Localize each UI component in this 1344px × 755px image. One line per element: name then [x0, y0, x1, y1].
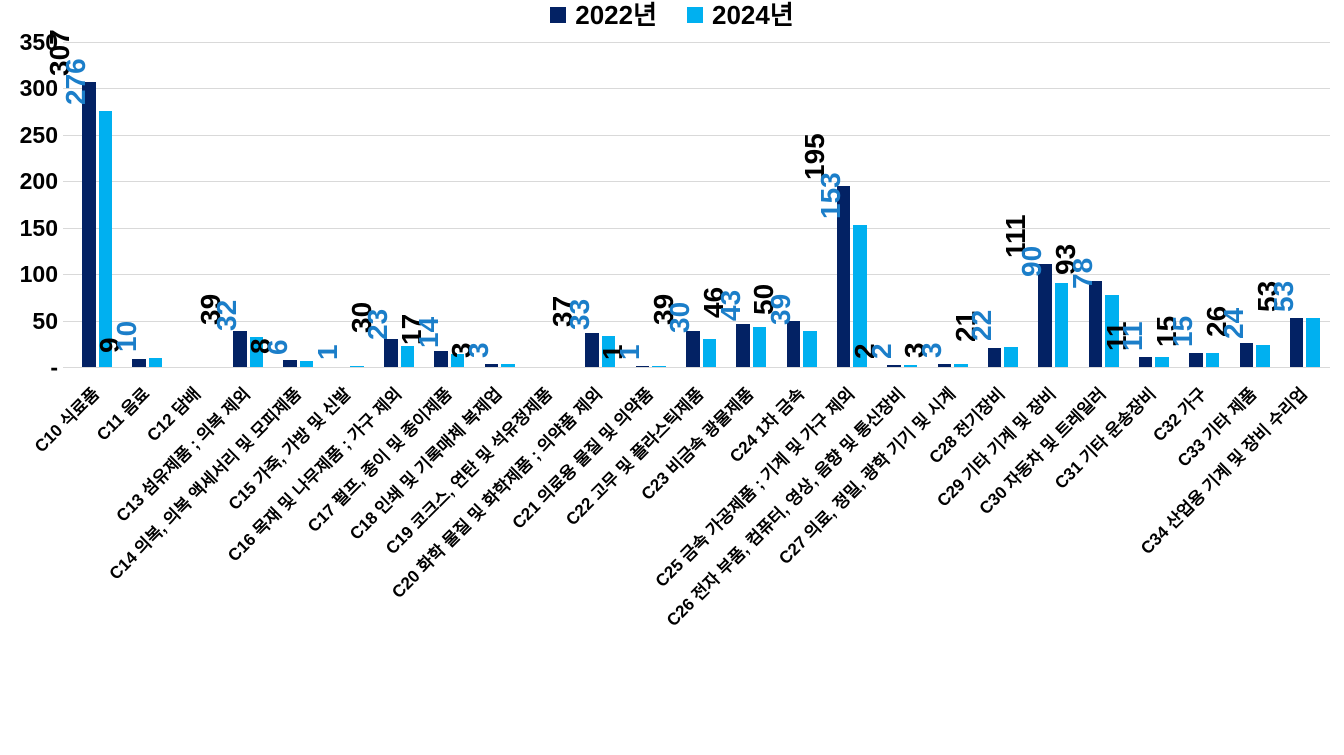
gridline	[63, 227, 1330, 229]
bar-2024년	[501, 364, 515, 367]
bar-2022년	[736, 324, 750, 367]
bar-2024년	[1004, 346, 1018, 367]
legend: 2022년 2024년	[0, 0, 1344, 30]
bar-2022년	[585, 332, 599, 367]
bar-2022년	[887, 365, 901, 367]
gridline	[63, 181, 1330, 183]
bar-2022년	[1038, 263, 1052, 367]
bar-2022년	[987, 347, 1002, 367]
bar-value-label: 10	[110, 320, 142, 352]
bar-value-label: 90	[1016, 246, 1048, 278]
legend-swatch-2024	[687, 7, 703, 23]
y-tick-label: 50	[32, 307, 58, 334]
bar-2022년	[283, 359, 297, 367]
bar-value-label: 22	[966, 309, 998, 341]
bar-value-label: 153	[815, 172, 847, 219]
gridline	[63, 42, 1330, 43]
legend-label-2022: 2022년	[575, 0, 657, 30]
bar-2024년	[954, 364, 968, 367]
bar-value-label: 32	[211, 300, 243, 332]
bar-2022년	[686, 330, 700, 367]
bar-value-label: 1	[312, 344, 343, 360]
bar-2022년	[132, 358, 146, 367]
gridline	[63, 320, 1330, 322]
gridline	[63, 88, 1330, 90]
bar-2022년	[1189, 353, 1203, 367]
y-tick-label: 300	[19, 75, 58, 102]
bar-2024년	[1306, 317, 1320, 367]
bar-2024년	[1054, 283, 1069, 367]
bar-2022년	[1239, 342, 1254, 367]
legend-item-2024: 2024년	[687, 0, 794, 30]
bar-2024년	[249, 337, 264, 367]
bar-2024년	[148, 357, 163, 367]
bar-2024년	[853, 224, 867, 367]
bar-value-label: 78	[1066, 257, 1098, 289]
bar-2024년	[601, 336, 616, 367]
y-tick-label: 250	[19, 121, 58, 148]
bar-value-label: 3	[462, 342, 494, 359]
bar-value-label: 15	[1167, 315, 1199, 348]
bar-2024년	[1155, 356, 1169, 367]
bar-2024년	[400, 345, 415, 367]
y-tick-label: 150	[19, 214, 58, 241]
bar-value-label: 14	[412, 316, 444, 348]
bar-2022년	[836, 185, 851, 367]
bar-2024년	[299, 361, 314, 367]
y-tick-label: 200	[19, 168, 58, 195]
bar-value-label: 30	[664, 301, 696, 334]
bar-2024년	[350, 366, 364, 367]
bar-value-label: 53	[1268, 280, 1300, 312]
bar-2024년	[803, 330, 817, 367]
bar-value-label: 2	[865, 343, 897, 360]
bar-value-label: 23	[362, 308, 394, 340]
bar-value-label: 43	[714, 289, 746, 322]
bar-2022년	[233, 330, 247, 367]
bar-value-label: 6	[261, 339, 293, 356]
bar-value-label: 39	[764, 293, 796, 325]
legend-swatch-2022	[550, 7, 567, 23]
bar-2022년	[937, 364, 952, 367]
bar-2022년	[384, 339, 398, 367]
bar-2022년	[635, 366, 650, 367]
bar-2024년	[652, 366, 666, 367]
bar-value-label: 276	[60, 57, 92, 105]
gridline	[63, 134, 1330, 136]
bar-2022년	[1138, 356, 1153, 367]
gridline	[63, 274, 1330, 276]
bar-2022년	[484, 364, 499, 367]
gridline	[63, 367, 1330, 368]
bar-2024년	[903, 365, 918, 367]
x-tick-label-text: C10 식료품	[31, 384, 104, 457]
bar-2024년	[98, 110, 113, 367]
bar-value-label: 33	[563, 299, 595, 331]
bar-value-label: 3	[915, 342, 947, 359]
bar-2024년	[1205, 353, 1220, 367]
bar-2022년	[1088, 280, 1103, 367]
bar-2024년	[450, 354, 465, 367]
legend-label-2024: 2024년	[712, 0, 794, 30]
bar-2022년	[786, 320, 801, 367]
bar-2022년	[434, 351, 448, 367]
y-tick-label: 350	[19, 29, 58, 55]
x-tick-label-text: C11 음료	[93, 384, 154, 445]
bar-2022년	[1289, 317, 1304, 367]
y-tick-label: 100	[19, 261, 58, 288]
legend-item-2022: 2022년	[550, 0, 657, 30]
bar-2024년	[1105, 294, 1119, 367]
bar-2024년	[752, 327, 767, 367]
bar-2024년	[702, 339, 716, 367]
bar-value-label: 1	[613, 344, 645, 360]
y-tick-label: -	[50, 354, 58, 380]
bar-2024년	[1256, 344, 1270, 367]
bar-value-label: 11	[1117, 321, 1149, 351]
bar-value-label: 24	[1217, 307, 1249, 339]
bar-2022년	[82, 81, 96, 367]
